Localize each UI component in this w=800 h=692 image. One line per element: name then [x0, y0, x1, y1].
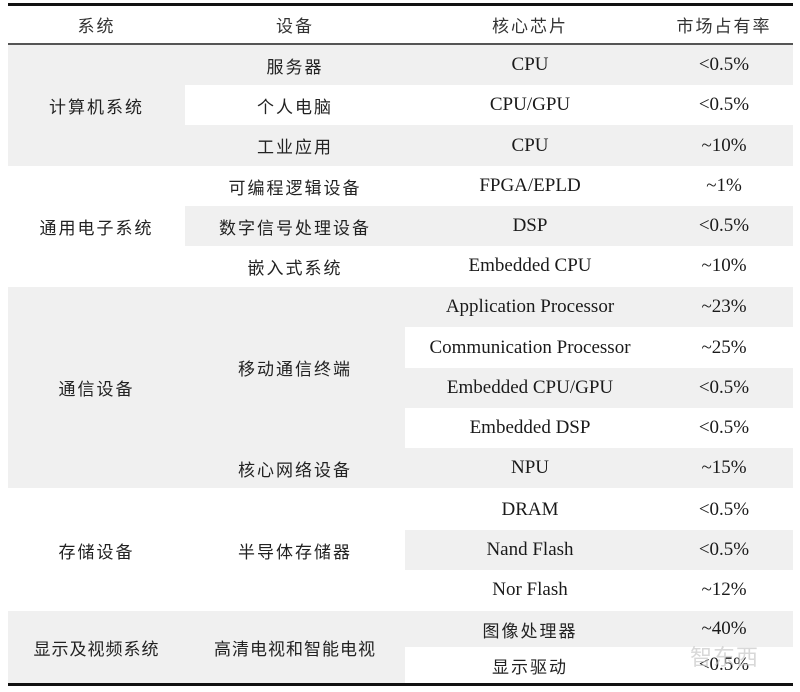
device-cell: 嵌入式系统 — [185, 246, 405, 286]
system-cell: 显示及视频系统 — [8, 611, 185, 683]
device-cell: 高清电视和智能电视 — [185, 611, 405, 683]
share-cell: <0.5% — [655, 85, 793, 125]
share-cell: <0.5% — [655, 490, 793, 530]
chip-cell: Embedded DSP — [405, 408, 655, 448]
device-cell: 可编程逻辑设备 — [185, 166, 405, 206]
share-cell: ~1% — [655, 166, 793, 206]
device-cell: 个人电脑 — [185, 85, 405, 125]
system-cell: 计算机系统 — [8, 45, 185, 166]
chip-cell: 显示驱动 — [405, 647, 655, 683]
chip-cell: Nor Flash — [405, 570, 655, 610]
chip-cell: CPU/GPU — [405, 85, 655, 125]
share-cell: ~10% — [655, 246, 793, 286]
share-cell: ~10% — [655, 125, 793, 166]
share-cell: <0.5% — [655, 368, 793, 408]
header-chip: 核心芯片 — [492, 17, 568, 37]
share-cell: <0.5% — [655, 408, 793, 448]
device-cell: 工业应用 — [185, 125, 405, 166]
chip-cell: CPU — [405, 125, 655, 166]
chip-cell: Communication Processor — [405, 327, 655, 368]
table-header-row: 系统 设备 核心芯片 市场占有率 — [8, 6, 793, 43]
table-top-rule — [8, 3, 793, 6]
system-cell: 通用电子系统 — [8, 166, 185, 286]
chip-cell: 图像处理器 — [405, 611, 655, 647]
chip-cell: FPGA/EPLD — [405, 166, 655, 206]
share-cell: ~23% — [655, 287, 793, 327]
chip-cell: NPU — [405, 448, 655, 488]
chip-cell: Embedded CPU/GPU — [405, 368, 655, 408]
device-cell: 服务器 — [185, 45, 405, 85]
chip-cell: DSP — [405, 206, 655, 246]
device-cell: 数字信号处理设备 — [185, 206, 405, 246]
share-cell: <0.5% — [655, 530, 793, 570]
chip-cell: Embedded CPU — [405, 246, 655, 286]
chip-cell: CPU — [405, 45, 655, 85]
chip-cell: Application Processor — [405, 287, 655, 327]
table-bottom-rule — [8, 683, 793, 686]
share-cell: ~12% — [655, 570, 793, 610]
header-device: 设备 — [276, 17, 314, 37]
share-cell: <0.5% — [655, 206, 793, 246]
share-cell: ~40% — [655, 611, 793, 647]
system-cell: 通信设备 — [8, 287, 185, 488]
system-cell: 存储设备 — [8, 490, 185, 610]
chip-cell: DRAM — [405, 490, 655, 530]
chip-cell: Nand Flash — [405, 530, 655, 570]
share-cell: <0.5% — [655, 647, 793, 683]
device-cell: 移动通信终端 — [185, 287, 405, 448]
share-cell: ~25% — [655, 327, 793, 368]
share-cell: ~15% — [655, 448, 793, 488]
header-share: 市场占有率 — [676, 17, 772, 37]
header-system: 系统 — [77, 17, 116, 37]
device-cell: 半导体存储器 — [185, 490, 405, 610]
device-cell: 核心网络设备 — [185, 448, 405, 488]
table-header-rule — [8, 43, 793, 45]
share-cell: <0.5% — [655, 45, 793, 85]
